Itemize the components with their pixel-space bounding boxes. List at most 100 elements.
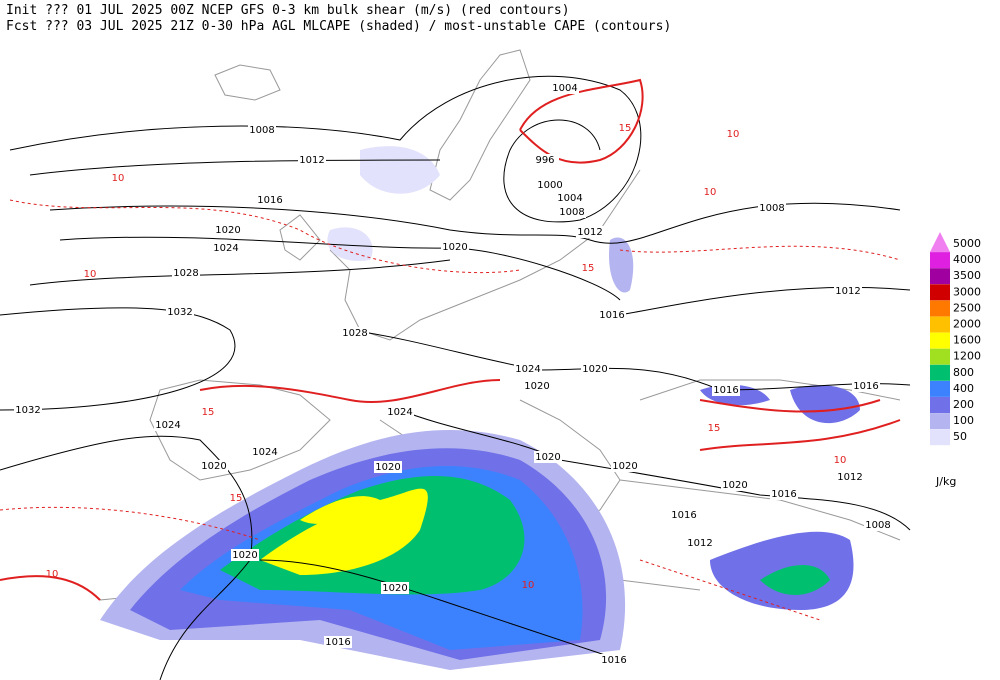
shear-label: 15 — [582, 263, 595, 274]
label-bg — [556, 192, 584, 204]
isobar-label: 1020 — [524, 381, 549, 392]
legend-label: 100 — [953, 414, 974, 427]
shear-label: 15 — [230, 493, 243, 504]
label-bg — [758, 202, 786, 214]
isobar-label: 1016 — [713, 385, 738, 396]
legend-unit: J/kg — [935, 475, 956, 488]
label-bg — [231, 549, 259, 561]
isobar-label: 1024 — [213, 243, 238, 254]
legend-swatch — [930, 380, 950, 397]
shear-label: 15 — [619, 123, 632, 134]
legend-label: 800 — [953, 366, 974, 379]
label-bg — [576, 226, 604, 238]
shear-label: 10 — [834, 455, 847, 466]
cape-area — [260, 488, 428, 575]
isobar-label: 1016 — [671, 510, 696, 521]
legend-swatch — [930, 252, 950, 269]
isobar-label: 1028 — [342, 328, 367, 339]
label-bg — [523, 380, 551, 392]
legend-label: 3000 — [953, 285, 981, 298]
isobar-label: 1012 — [835, 286, 860, 297]
legend-label: 2500 — [953, 301, 981, 314]
isobar-label: 1016 — [599, 310, 624, 321]
label-bg — [166, 306, 194, 318]
legend-label: 3500 — [953, 269, 981, 282]
isobar-label: 1020 — [375, 462, 400, 473]
label-bg — [441, 241, 469, 253]
legend-label: 400 — [953, 382, 974, 395]
legend-label: 5000 — [953, 237, 981, 250]
isobar-label: 1020 — [232, 550, 257, 561]
legend-label: 4000 — [953, 253, 981, 266]
label-bg — [341, 327, 369, 339]
legend-label: 1200 — [953, 350, 981, 363]
label-bg — [214, 224, 242, 236]
label-bg — [14, 404, 42, 416]
isobar-label: 1032 — [167, 307, 192, 318]
label-bg — [670, 509, 698, 521]
header-line: Init ??? 01 JUL 2025 00Z NCEP GFS 0-3 km… — [6, 3, 570, 18]
isobar-label: 1012 — [577, 227, 602, 238]
label-bg — [611, 460, 639, 472]
label-bg — [531, 154, 559, 166]
legend-swatch — [930, 364, 950, 381]
shear-label: 10 — [522, 580, 535, 591]
shear-label: 15 — [202, 407, 215, 418]
shear-label: 10 — [112, 173, 125, 184]
isobar-label: 1004 — [557, 193, 582, 204]
legend-swatch — [930, 284, 950, 301]
label-bg — [721, 479, 749, 491]
isobar-label: 1020 — [612, 461, 637, 472]
header-line: Fcst ??? 03 JUL 2025 21Z 0-30 hPa AGL ML… — [6, 19, 671, 34]
shear-label: 10 — [727, 129, 740, 140]
label-bg — [770, 488, 798, 500]
isobar-label: 1008 — [559, 207, 584, 218]
isobars — [0, 75, 911, 680]
shear-label: 10 — [84, 269, 97, 280]
isobar-label: 1020 — [442, 242, 467, 253]
label-bg — [386, 406, 414, 418]
label-bg — [558, 206, 586, 218]
isobar-label: 1016 — [257, 195, 282, 206]
isobar-label: 1016 — [771, 489, 796, 500]
isobar-label: 1000 — [537, 180, 562, 191]
legend-swatch — [930, 332, 950, 349]
label-bg — [381, 582, 409, 594]
cape-area — [790, 385, 860, 424]
label-bg — [581, 363, 609, 375]
shear-label: 10 — [46, 569, 59, 580]
legend-swatch — [930, 397, 950, 413]
isobar-label: 1020 — [201, 461, 226, 472]
cape-area — [300, 496, 380, 524]
isobar-label: 1024 — [515, 364, 540, 375]
legend-swatch — [930, 300, 950, 317]
label-bg — [598, 309, 626, 321]
isobar-label: 996 — [535, 155, 554, 166]
isobar-label: 1008 — [249, 125, 274, 136]
label-bg — [536, 179, 564, 191]
isobar-label: 1004 — [552, 83, 577, 94]
isobar-label: 1020 — [535, 452, 560, 463]
legend-swatch — [930, 316, 950, 333]
isobar-label: 1016 — [601, 655, 626, 666]
shear-label: 10 — [704, 187, 717, 198]
label-bg — [248, 124, 276, 136]
legend-label: 50 — [953, 430, 967, 443]
label-bg — [852, 380, 880, 392]
label-bg — [712, 384, 740, 396]
label-bg — [154, 419, 182, 431]
cape-area — [760, 565, 830, 595]
isobar-label: 1008 — [865, 520, 890, 531]
label-bg — [374, 461, 402, 473]
isobar-label: 1008 — [759, 203, 784, 214]
isobar-label: 1024 — [387, 407, 412, 418]
shear-label: 15 — [708, 423, 721, 434]
label-bg — [212, 242, 240, 254]
label-bg — [551, 82, 579, 94]
label-bg — [834, 285, 862, 297]
isobar-label: 1020 — [215, 225, 240, 236]
isobar-label: 1012 — [687, 538, 712, 549]
legend-swatch — [930, 232, 950, 252]
legend-swatch — [930, 268, 950, 285]
legend-swatch — [930, 348, 950, 365]
